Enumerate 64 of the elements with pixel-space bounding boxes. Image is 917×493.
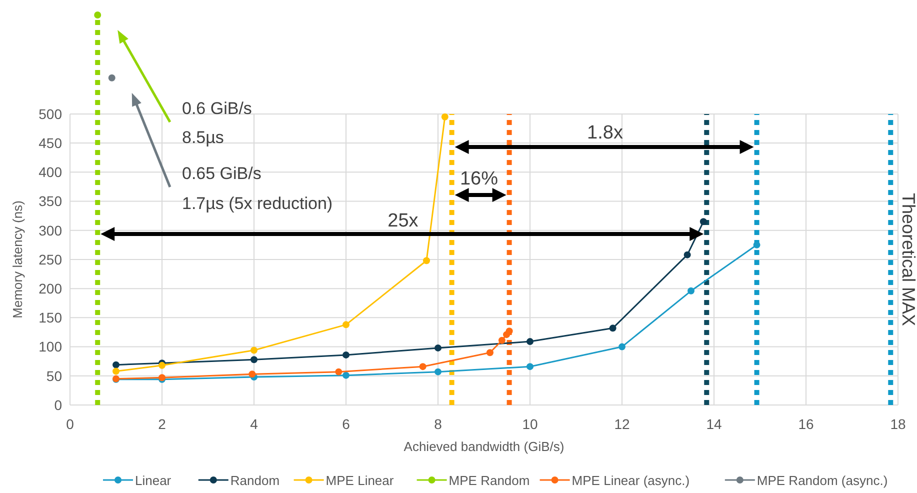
point — [700, 218, 707, 226]
point — [250, 356, 258, 364]
point — [486, 349, 494, 356]
point — [342, 372, 350, 379]
y-tick-label: 400 — [38, 164, 62, 180]
x-tick-label: 4 — [250, 416, 258, 432]
annotation: 16% — [460, 168, 498, 190]
x-tick-label: 6 — [342, 416, 350, 432]
y-axis-title: Memory latency (ns) — [10, 200, 25, 318]
point — [423, 257, 430, 264]
point — [618, 343, 626, 350]
point — [684, 251, 691, 258]
point — [335, 368, 342, 376]
ref-line-label: Theoretical MAX — [898, 192, 917, 326]
legend-label: MPE Random (async.) — [756, 473, 888, 488]
y-tick-label: 50 — [46, 368, 62, 384]
point — [112, 361, 120, 368]
point — [248, 370, 256, 378]
point — [688, 287, 694, 294]
point — [94, 12, 102, 18]
point — [609, 324, 616, 332]
point — [108, 74, 116, 82]
point — [498, 336, 506, 344]
x-axis-title: Achieved bandwidth (GiB/s) — [404, 439, 564, 454]
x-tick-label: 14 — [706, 416, 722, 432]
legend-label: MPE Linear (async.) — [572, 473, 690, 488]
x-tick-label: 18 — [890, 416, 906, 432]
x-tick-label: 10 — [522, 416, 538, 432]
y-tick-label: 500 — [38, 106, 62, 122]
y-tick-label: 0 — [54, 396, 62, 413]
y-tick-label: 300 — [38, 222, 62, 238]
annotation: 0.6 GiB/s — [182, 98, 252, 118]
annotation: 0.65 GiB/s — [182, 164, 262, 183]
y-tick-label: 450 — [38, 134, 62, 151]
y-tick-label: 150 — [38, 310, 62, 326]
point — [506, 328, 513, 335]
y-tick-label: 100 — [38, 338, 62, 355]
point — [112, 368, 120, 375]
point — [526, 338, 534, 346]
point — [434, 344, 442, 352]
x-tick-label: 2 — [158, 416, 166, 432]
y-tick-label: 350 — [38, 193, 62, 210]
point — [441, 113, 448, 120]
point — [250, 346, 258, 354]
annotation: 1.7µs (5x reduction) — [182, 194, 333, 213]
x-tick-label: 12 — [614, 416, 630, 432]
x-tick-label: 16 — [798, 416, 814, 432]
y-tick-label: 200 — [38, 280, 62, 296]
annotation: 8.5µs — [182, 128, 224, 147]
legend-label: Random — [230, 473, 280, 488]
point — [434, 368, 442, 376]
legend-label: MPE Random — [448, 473, 530, 488]
point — [526, 363, 534, 370]
annotation: 1.8x — [587, 122, 624, 144]
legend-label: MPE Linear — [326, 473, 394, 488]
legend-label: Linear — [135, 473, 172, 488]
point — [342, 351, 350, 358]
point — [419, 363, 426, 370]
annotation: 25x — [388, 210, 419, 232]
y-tick-label: 250 — [38, 251, 62, 268]
point — [342, 321, 350, 328]
point — [753, 241, 760, 248]
x-tick-label: 0 — [66, 416, 74, 432]
x-tick-label: 8 — [434, 416, 442, 432]
